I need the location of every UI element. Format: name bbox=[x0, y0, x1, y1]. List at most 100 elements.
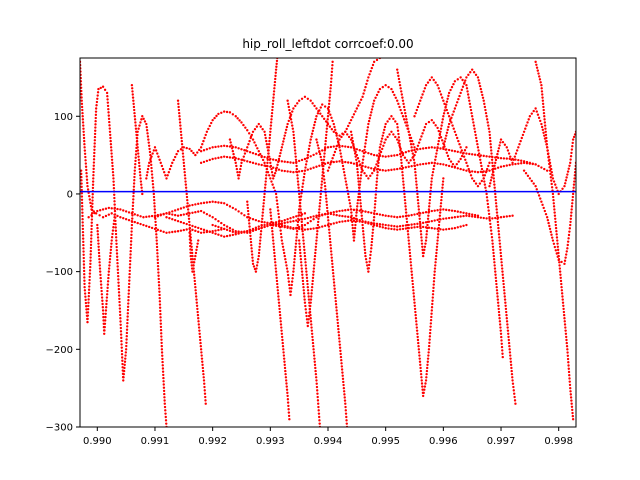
data-point bbox=[404, 166, 408, 169]
data-point bbox=[274, 77, 277, 81]
data-point bbox=[228, 234, 232, 237]
data-point bbox=[459, 151, 462, 154]
data-point bbox=[150, 170, 153, 173]
data-point bbox=[414, 150, 417, 154]
data-point bbox=[302, 239, 305, 242]
data-point bbox=[345, 183, 348, 186]
data-point bbox=[491, 164, 494, 168]
data-point bbox=[571, 414, 575, 418]
data-point bbox=[322, 117, 326, 121]
data-point bbox=[459, 211, 462, 214]
data-point bbox=[338, 337, 341, 340]
data-point bbox=[298, 245, 301, 248]
data-point bbox=[488, 216, 491, 219]
data-point bbox=[134, 162, 137, 166]
data-point bbox=[269, 217, 273, 221]
data-point bbox=[296, 226, 299, 230]
data-point bbox=[465, 87, 469, 90]
data-point bbox=[359, 208, 363, 211]
data-point bbox=[80, 192, 84, 195]
data-point bbox=[488, 169, 491, 172]
data-point bbox=[355, 158, 358, 161]
data-point bbox=[402, 118, 406, 121]
data-point bbox=[217, 156, 220, 160]
data-point bbox=[507, 341, 511, 345]
data-point bbox=[158, 306, 162, 309]
data-point bbox=[413, 223, 416, 226]
data-point bbox=[233, 155, 236, 159]
data-point bbox=[325, 203, 329, 207]
data-point bbox=[80, 96, 83, 99]
data-point bbox=[344, 130, 347, 133]
data-point bbox=[269, 127, 272, 130]
data-point bbox=[97, 239, 100, 242]
data-point bbox=[81, 205, 84, 208]
data-point bbox=[369, 70, 372, 73]
data-point bbox=[117, 281, 120, 284]
data-point bbox=[180, 143, 184, 146]
data-point bbox=[432, 283, 435, 286]
data-point bbox=[512, 389, 515, 392]
data-point bbox=[363, 248, 367, 252]
data-point bbox=[378, 153, 382, 157]
data-point bbox=[192, 270, 196, 273]
data-point bbox=[365, 132, 369, 135]
data-point bbox=[363, 145, 367, 148]
data-point bbox=[375, 180, 378, 183]
data-point bbox=[465, 169, 468, 172]
data-point bbox=[359, 198, 362, 202]
data-point bbox=[479, 87, 483, 91]
data-point bbox=[328, 125, 332, 128]
data-point bbox=[302, 245, 306, 248]
data-point bbox=[199, 161, 203, 165]
data-point bbox=[375, 163, 378, 166]
data-point bbox=[426, 357, 430, 360]
data-point bbox=[302, 289, 305, 292]
data-point bbox=[380, 137, 384, 140]
data-point bbox=[369, 250, 373, 253]
data-point bbox=[119, 323, 122, 326]
data-point bbox=[315, 233, 319, 236]
data-point bbox=[436, 236, 440, 239]
data-point bbox=[131, 90, 134, 93]
data-point bbox=[306, 153, 310, 157]
data-point bbox=[186, 202, 189, 205]
data-point bbox=[187, 214, 190, 217]
data-point bbox=[476, 143, 479, 146]
data-point bbox=[499, 157, 503, 160]
data-point bbox=[289, 115, 292, 118]
data-point bbox=[257, 258, 260, 261]
data-point bbox=[297, 214, 300, 217]
data-point bbox=[139, 222, 142, 226]
data-point bbox=[160, 164, 164, 168]
data-point bbox=[149, 158, 152, 161]
data-point bbox=[196, 307, 199, 311]
data-point bbox=[128, 266, 132, 269]
data-point bbox=[159, 319, 162, 322]
data-point bbox=[179, 130, 183, 133]
data-point bbox=[357, 177, 360, 180]
data-point bbox=[396, 138, 399, 141]
data-point bbox=[371, 234, 374, 238]
data-point bbox=[370, 211, 373, 214]
data-point bbox=[264, 180, 267, 183]
data-point bbox=[468, 152, 471, 156]
data-point bbox=[462, 168, 465, 172]
data-point bbox=[341, 374, 344, 377]
data-point bbox=[537, 116, 541, 120]
data-point bbox=[113, 200, 116, 203]
data-point bbox=[425, 376, 428, 379]
data-point bbox=[94, 126, 97, 129]
data-point bbox=[160, 335, 163, 338]
data-point bbox=[220, 201, 223, 205]
data-point bbox=[85, 175, 88, 178]
data-point bbox=[282, 348, 285, 351]
data-point bbox=[289, 170, 292, 174]
data-point bbox=[310, 135, 313, 138]
data-point bbox=[548, 158, 551, 161]
data-point bbox=[134, 124, 137, 127]
data-point bbox=[472, 71, 476, 74]
data-point bbox=[80, 80, 83, 83]
data-point bbox=[363, 148, 366, 152]
